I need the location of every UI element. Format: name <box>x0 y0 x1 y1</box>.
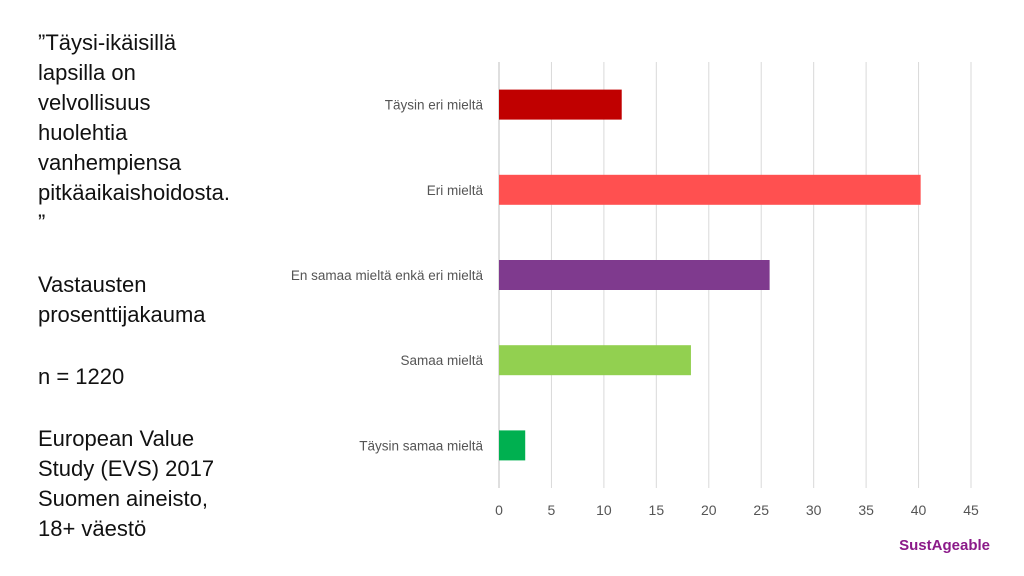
left-panel: ”Täysi-ikäisillä lapsilla on velvollisuu… <box>38 28 288 544</box>
bar <box>499 89 622 120</box>
chart-subtitle: Vastausten prosenttijakauma <box>38 272 206 327</box>
category-label: Samaa mieltä <box>400 353 483 368</box>
sample-size: n = 1220 <box>38 364 125 389</box>
bar <box>499 260 770 290</box>
x-tick-label: 45 <box>963 502 979 518</box>
x-tick-label: 35 <box>858 502 874 518</box>
x-tick-label: 30 <box>806 502 822 518</box>
x-tick-label: 25 <box>753 502 769 518</box>
category-label: Eri mieltä <box>427 183 484 198</box>
x-tick-label: 5 <box>548 502 556 518</box>
brand-logo-text: SustAgeable <box>899 537 990 554</box>
x-tick-label: 0 <box>495 502 503 518</box>
x-tick-label: 40 <box>911 502 927 518</box>
category-label: Täysin samaa mieltä <box>359 438 483 453</box>
category-label: Täysin eri mieltä <box>385 98 484 113</box>
bar <box>499 430 526 461</box>
x-tick-label: 15 <box>649 502 665 518</box>
x-tick-label: 20 <box>701 502 717 518</box>
x-tick-label: 10 <box>596 502 612 518</box>
question-quote: ”Täysi-ikäisillä lapsilla on velvollisuu… <box>38 30 231 235</box>
bar <box>499 174 921 205</box>
data-source: European Value Study (EVS) 2017 Suomen a… <box>38 426 215 541</box>
category-label: En samaa mieltä enkä eri mieltä <box>291 268 484 283</box>
bar <box>499 345 691 376</box>
